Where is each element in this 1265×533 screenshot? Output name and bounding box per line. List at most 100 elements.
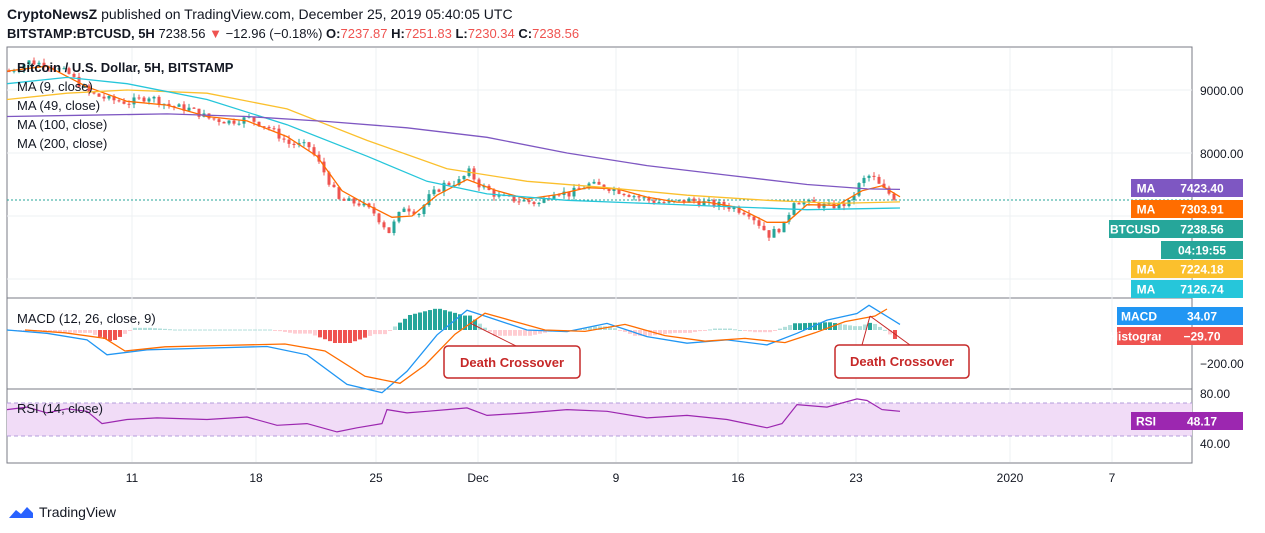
- close-value: 7238.56: [532, 26, 580, 41]
- price-tag-value: 7423.40: [1180, 182, 1224, 196]
- candle-body: [362, 203, 366, 206]
- publisher-name: CryptoNewsZ: [7, 6, 98, 22]
- candle-body: [862, 177, 866, 184]
- candle-body: [577, 187, 581, 189]
- down-arrow-icon: ▼: [209, 26, 222, 41]
- candle-body: [42, 62, 46, 68]
- histogram-bar: [523, 330, 527, 336]
- high-value: 7251.83: [404, 26, 452, 41]
- candle-body: [822, 203, 826, 208]
- candle-body: [147, 98, 151, 102]
- candle-body: [157, 96, 161, 105]
- histogram-bar: [198, 329, 202, 331]
- histogram-bar: [833, 323, 837, 330]
- candle-body: [702, 201, 706, 206]
- candle-body: [452, 184, 456, 186]
- histogram-bar: [873, 323, 877, 330]
- histogram-bar: [403, 318, 407, 330]
- candle-body: [282, 138, 286, 140]
- histogram-bar: [628, 330, 632, 334]
- candle-body: [52, 67, 56, 70]
- candle-body: [612, 188, 616, 192]
- tradingview-logo-icon: [9, 507, 33, 518]
- histogram-bar: [348, 330, 352, 343]
- candle-body: [122, 101, 126, 104]
- candle-body: [657, 202, 661, 204]
- price-tag-name: MA: [1137, 263, 1156, 277]
- histogram-bar: [613, 328, 617, 330]
- histogram-bar: [353, 330, 357, 342]
- open-value: 7237.87: [340, 26, 388, 41]
- candle-body: [352, 198, 356, 204]
- x-tick: Dec: [467, 471, 488, 485]
- histogram-bar: [268, 329, 272, 331]
- histogram-bar: [743, 330, 747, 331]
- histogram-bar: [178, 329, 182, 331]
- histogram-bar: [453, 312, 457, 330]
- histogram-bar: [623, 330, 627, 333]
- histogram-bar: [443, 310, 447, 330]
- published-text: published on TradingView.com, December 2…: [101, 6, 513, 22]
- candle-body: [557, 194, 561, 196]
- candle-body: [772, 228, 776, 238]
- candle-body: [82, 85, 86, 87]
- candle-body: [252, 116, 256, 122]
- candle-body: [347, 198, 351, 201]
- histogram-bar: [713, 328, 717, 330]
- candle-body: [257, 121, 261, 127]
- histogram-bar: [758, 330, 762, 333]
- histogram-bar: [788, 325, 792, 330]
- histogram-bar: [258, 329, 262, 331]
- histogram-bar: [733, 329, 737, 331]
- histogram-bar: [133, 327, 137, 330]
- candle-body: [152, 96, 156, 99]
- price-tag-value: 34.07: [1187, 310, 1217, 324]
- candle-body: [682, 199, 686, 203]
- histogram-bar: [138, 327, 142, 330]
- candle-body: [687, 198, 691, 203]
- candle-body: [752, 216, 756, 221]
- candle-body: [762, 225, 766, 231]
- histogram-bar: [678, 330, 682, 333]
- candle-body: [802, 201, 806, 205]
- histogram-bar: [398, 322, 402, 330]
- histogram-bar: [328, 330, 332, 342]
- histogram-bar: [63, 330, 67, 333]
- legend-ma49: MA (49, close): [17, 98, 100, 113]
- histogram-bar: [793, 323, 797, 330]
- histogram-bar: [48, 330, 52, 332]
- histogram-bar: [293, 330, 297, 334]
- histogram-bar: [123, 330, 127, 334]
- candle-body: [382, 222, 386, 228]
- histogram-bar: [188, 329, 192, 331]
- candle-body: [737, 207, 741, 213]
- candle-body: [447, 182, 451, 186]
- price-tag-name: MA: [1137, 182, 1156, 196]
- histogram-bar: [418, 312, 422, 330]
- candle-body: [627, 195, 631, 197]
- y-tick-9000: 9000.00: [1200, 84, 1244, 98]
- price-tag: MA 7126.74: [1131, 280, 1243, 298]
- death-crossover-annotation-2: Death Crossover: [834, 315, 970, 379]
- histogram-bar: [68, 330, 72, 333]
- histogram-bar: [413, 313, 417, 330]
- histogram-bar: [773, 330, 777, 331]
- histogram-bar: [808, 322, 812, 330]
- candle-body: [217, 119, 221, 122]
- ma-line-2: [6, 76, 901, 211]
- candle-body: [107, 96, 111, 99]
- x-tick: 7: [1109, 471, 1116, 485]
- histogram-bar: [338, 330, 342, 343]
- histogram-bar: [98, 330, 102, 337]
- histogram-bar: [388, 330, 392, 331]
- candle-body: [237, 123, 241, 125]
- candle-body: [32, 60, 36, 65]
- candle-body: [877, 176, 881, 184]
- candle-body: [377, 213, 381, 223]
- candle-body: [492, 189, 496, 197]
- histogram-bar: [193, 329, 197, 331]
- histogram-bar: [683, 330, 687, 333]
- candle-body: [407, 208, 411, 212]
- price-tag-value: 7303.91: [1180, 203, 1224, 217]
